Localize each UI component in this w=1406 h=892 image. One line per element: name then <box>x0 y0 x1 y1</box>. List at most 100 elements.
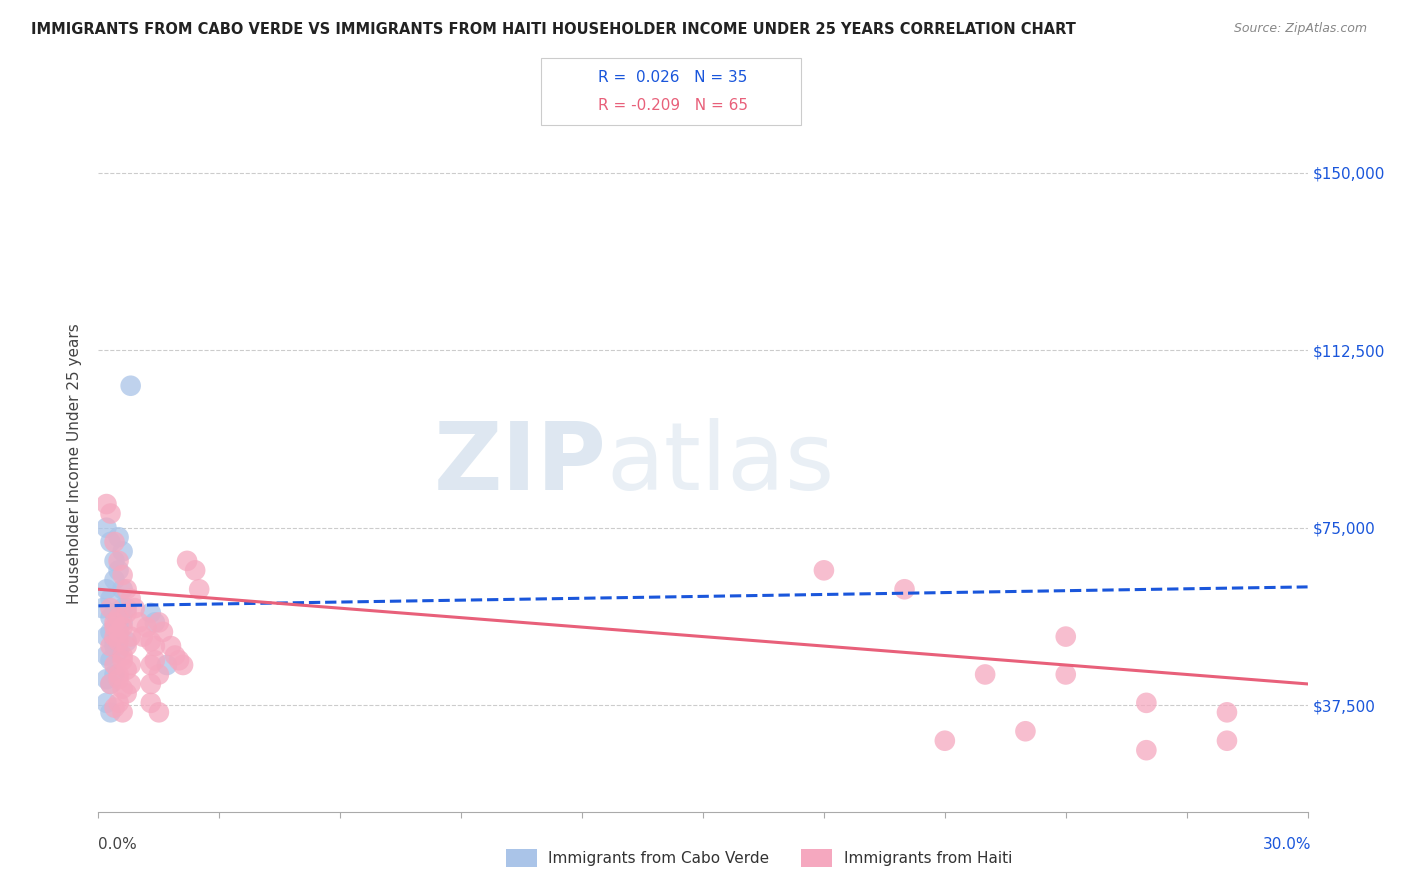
Point <box>1014 724 1036 739</box>
Point <box>1054 667 1077 681</box>
Text: R =  0.026   N = 35: R = 0.026 N = 35 <box>598 70 747 85</box>
Point <box>115 582 138 597</box>
Point <box>96 696 118 710</box>
Point <box>100 706 122 720</box>
Point <box>107 696 129 710</box>
Point <box>100 591 122 606</box>
Point <box>139 606 162 620</box>
Point <box>111 681 134 696</box>
Point <box>100 610 122 624</box>
Point <box>139 677 162 691</box>
Point <box>96 582 118 597</box>
Point <box>96 648 118 663</box>
Point <box>107 615 129 630</box>
Point <box>1135 743 1157 757</box>
Point <box>100 653 122 667</box>
Point <box>1216 733 1239 747</box>
Point <box>115 639 138 653</box>
Point <box>111 544 134 558</box>
Point <box>100 507 122 521</box>
Point <box>111 648 134 663</box>
Point <box>152 624 174 639</box>
Point <box>107 634 129 648</box>
Text: Immigrants from Haiti: Immigrants from Haiti <box>844 851 1012 865</box>
Point <box>120 378 142 392</box>
Point <box>107 624 129 639</box>
Point <box>120 591 142 606</box>
Point <box>139 634 162 648</box>
Point <box>135 620 157 634</box>
Point <box>107 620 129 634</box>
Point <box>143 615 166 630</box>
Point <box>156 658 179 673</box>
Point <box>103 634 125 648</box>
Point <box>103 700 125 714</box>
Point <box>103 615 125 630</box>
Text: IMMIGRANTS FROM CABO VERDE VS IMMIGRANTS FROM HAITI HOUSEHOLDER INCOME UNDER 25 : IMMIGRANTS FROM CABO VERDE VS IMMIGRANTS… <box>31 22 1076 37</box>
Point <box>143 653 166 667</box>
Text: R = -0.209   N = 65: R = -0.209 N = 65 <box>598 98 748 112</box>
Point <box>103 606 125 620</box>
Point <box>111 582 134 597</box>
Point <box>813 563 835 577</box>
Point <box>148 706 170 720</box>
Point <box>103 630 125 644</box>
Point <box>148 615 170 630</box>
Point <box>111 601 134 615</box>
Point <box>96 630 118 644</box>
Point <box>934 733 956 747</box>
Text: ZIP: ZIP <box>433 417 606 510</box>
Point <box>107 672 129 686</box>
Point <box>91 601 114 615</box>
Point <box>107 610 129 624</box>
Point <box>103 658 125 673</box>
Point <box>139 696 162 710</box>
Point <box>115 634 138 648</box>
Point <box>103 554 125 568</box>
Point <box>128 615 150 630</box>
Point <box>115 663 138 677</box>
Point <box>160 639 183 653</box>
Point <box>107 554 129 568</box>
Text: Immigrants from Cabo Verde: Immigrants from Cabo Verde <box>548 851 769 865</box>
Point <box>139 658 162 673</box>
Y-axis label: Householder Income Under 25 years: Householder Income Under 25 years <box>67 324 83 604</box>
Point <box>100 677 122 691</box>
Point <box>120 658 142 673</box>
Point <box>115 686 138 700</box>
Point <box>172 658 194 673</box>
Point <box>120 630 142 644</box>
Point <box>100 601 122 615</box>
Point <box>143 639 166 653</box>
Point <box>167 653 190 667</box>
Point <box>1135 696 1157 710</box>
Point <box>96 497 118 511</box>
Point <box>1054 630 1077 644</box>
Point <box>96 672 118 686</box>
Point <box>96 521 118 535</box>
Point <box>100 624 122 639</box>
Text: 0.0%: 0.0% <box>98 838 138 852</box>
Point <box>107 530 129 544</box>
Point <box>107 667 129 681</box>
Point <box>974 667 997 681</box>
Point <box>115 601 138 615</box>
Point <box>188 582 211 597</box>
Point <box>148 667 170 681</box>
Point <box>111 615 134 630</box>
Point <box>111 620 134 634</box>
Point <box>163 648 186 663</box>
Point <box>100 535 122 549</box>
Point <box>100 639 122 653</box>
Point <box>111 568 134 582</box>
Point <box>103 573 125 587</box>
Point <box>107 644 129 658</box>
Text: 30.0%: 30.0% <box>1264 838 1312 852</box>
Point <box>107 563 129 577</box>
Text: Source: ZipAtlas.com: Source: ZipAtlas.com <box>1233 22 1367 36</box>
Point <box>103 639 125 653</box>
Point <box>115 606 138 620</box>
Point <box>1216 706 1239 720</box>
Text: atlas: atlas <box>606 417 835 510</box>
Point <box>111 706 134 720</box>
